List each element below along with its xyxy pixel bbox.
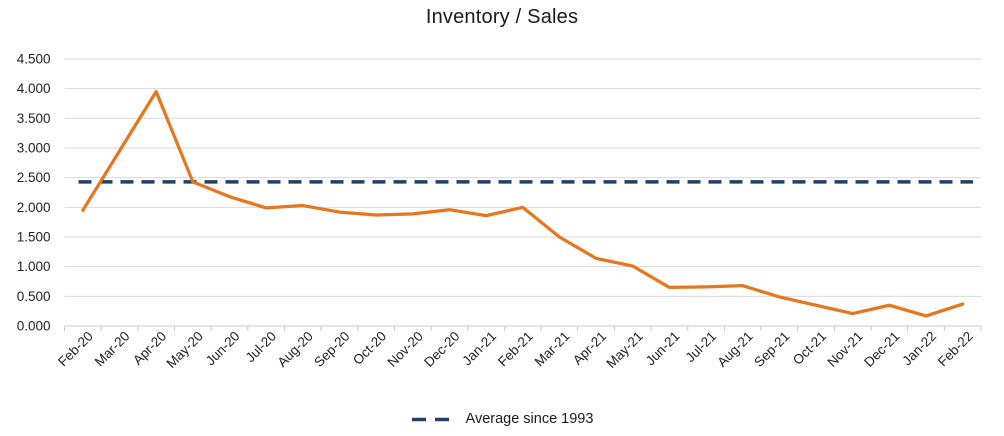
legend: Average since 1993 bbox=[0, 411, 1004, 427]
y-tick-label: 1.500 bbox=[17, 230, 51, 245]
x-tick-label: Mar-20 bbox=[92, 329, 133, 370]
y-tick-label: 4.000 bbox=[17, 81, 51, 96]
x-tick-label: Nov-20 bbox=[385, 329, 426, 370]
x-tick-label: May-21 bbox=[603, 329, 645, 371]
legend-label-average: Average since 1993 bbox=[465, 411, 594, 427]
y-tick-label: 2.500 bbox=[17, 170, 51, 185]
y-tick-label: 0.500 bbox=[17, 289, 51, 304]
y-tick-label: 0.000 bbox=[17, 319, 51, 334]
x-tick-label: Oct-21 bbox=[790, 329, 829, 368]
x-tick-label: Nov-21 bbox=[824, 329, 865, 370]
x-tick-label: Aug-21 bbox=[714, 329, 755, 370]
x-tick-label: Dec-21 bbox=[861, 329, 902, 370]
y-tick-label: 3.500 bbox=[17, 111, 51, 126]
x-tick-label: Oct-20 bbox=[350, 329, 389, 368]
y-tick-label: 4.500 bbox=[17, 52, 51, 67]
x-tick-label: Mar-21 bbox=[532, 329, 573, 370]
x-tick-label: Jun-21 bbox=[643, 329, 683, 369]
x-tick-label: Dec-20 bbox=[421, 329, 462, 370]
x-tick-label: Apr-20 bbox=[130, 329, 169, 368]
series-line bbox=[81, 90, 965, 318]
x-tick-label: Jan-21 bbox=[459, 329, 499, 369]
x-tick-label: Jan-22 bbox=[899, 329, 939, 369]
chart-title: Inventory / Sales bbox=[425, 6, 579, 28]
x-tick-label: Feb-20 bbox=[55, 329, 96, 370]
x-tick-label: Feb-21 bbox=[495, 329, 536, 370]
x-tick-label: Apr-21 bbox=[570, 329, 609, 368]
average-line-legend-swatch bbox=[411, 417, 456, 421]
y-tick-label: 2.000 bbox=[17, 200, 51, 215]
y-tick-label: 3.000 bbox=[17, 141, 51, 156]
y-tick-label: 1.000 bbox=[17, 259, 51, 274]
x-tick-label: Feb-22 bbox=[935, 329, 976, 370]
x-tick-label: Aug-20 bbox=[275, 329, 316, 370]
x-tick-label: Sep-21 bbox=[751, 329, 792, 370]
x-tick-label: May-20 bbox=[163, 329, 205, 371]
x-tick-label: Jun-20 bbox=[203, 329, 243, 369]
x-tick-label: Sep-20 bbox=[311, 329, 352, 370]
